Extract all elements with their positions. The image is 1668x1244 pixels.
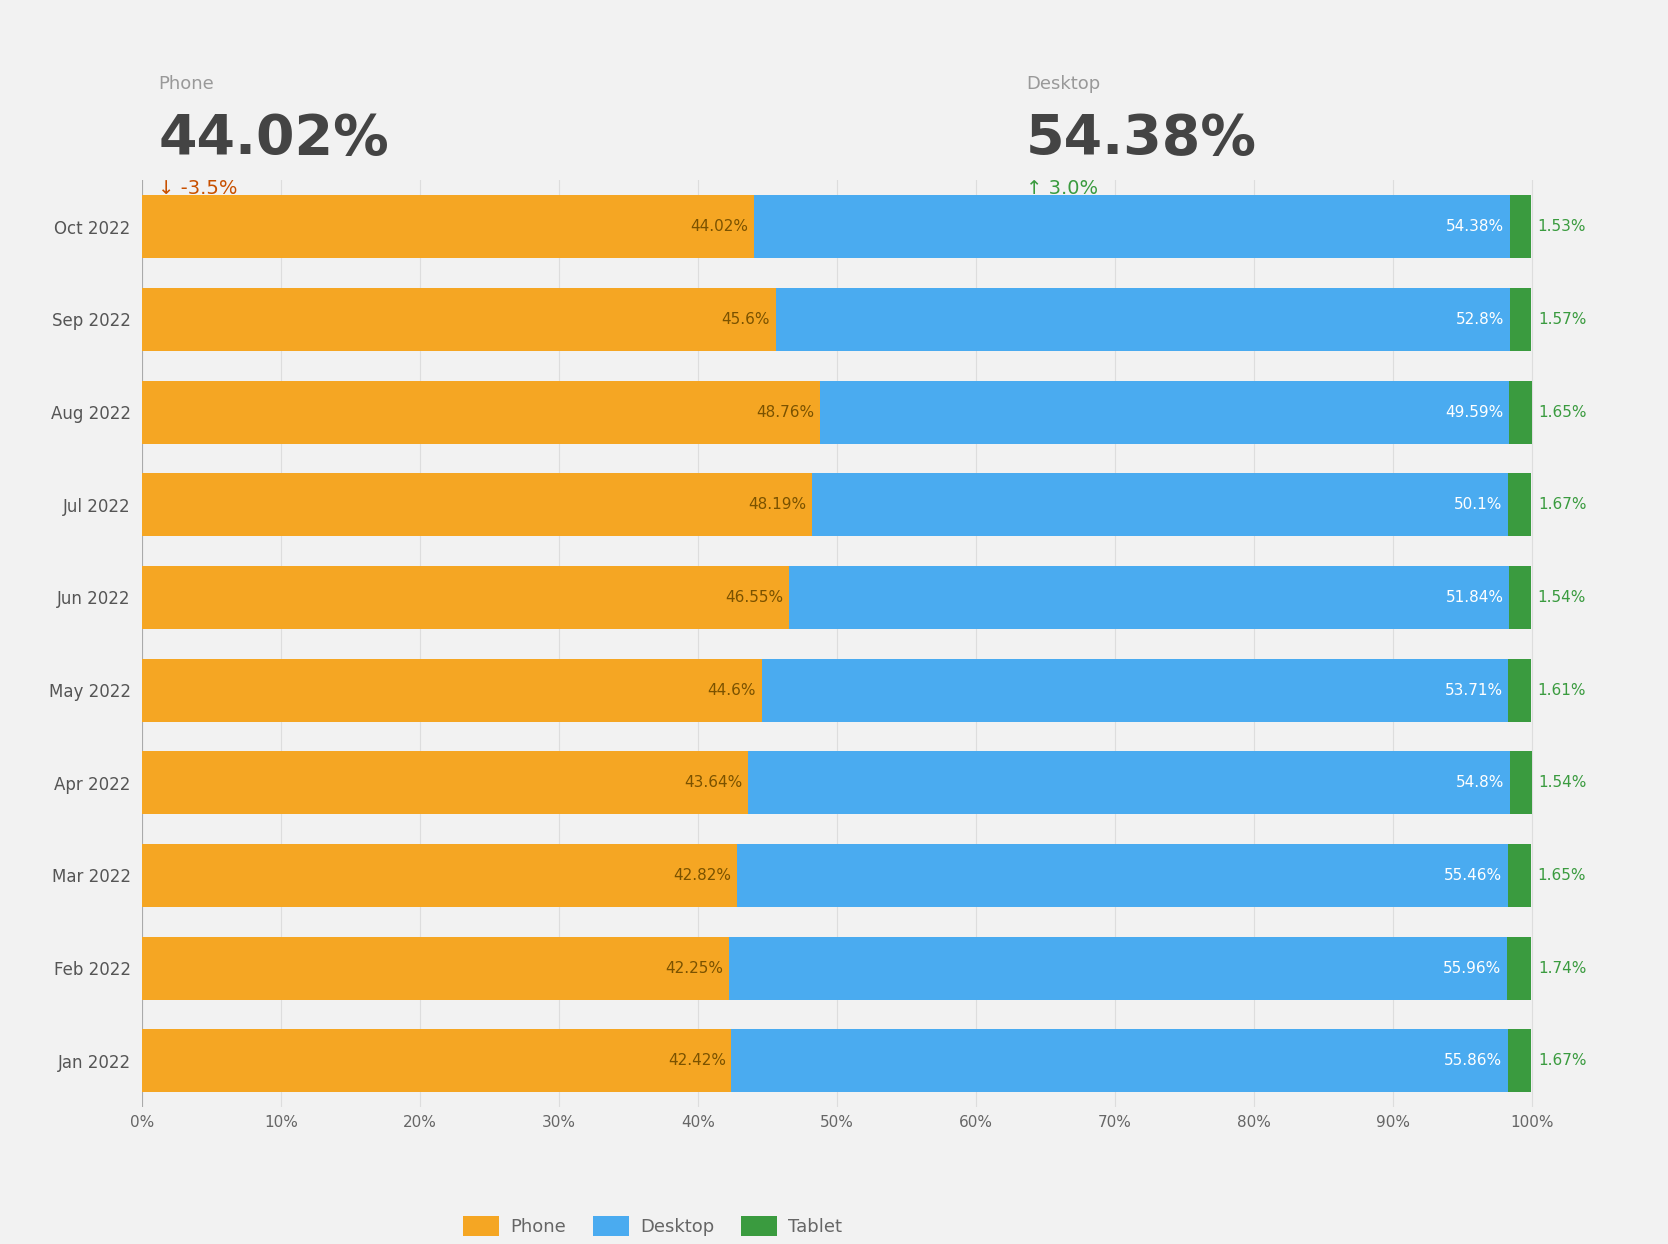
Text: 44.02%: 44.02% — [158, 112, 389, 165]
Bar — [1508, 843, 1531, 907]
Legend: Phone, Desktop, Tablet: Phone, Desktop, Tablet — [455, 1209, 849, 1243]
Bar — [1510, 566, 1531, 629]
Text: 55.46%: 55.46% — [1444, 868, 1503, 883]
Text: 44.6%: 44.6% — [707, 683, 756, 698]
Bar — [142, 287, 776, 351]
Text: 1.53%: 1.53% — [1538, 219, 1586, 234]
Text: 44.02%: 44.02% — [691, 219, 749, 234]
Bar — [812, 473, 1508, 536]
Bar — [819, 381, 1510, 444]
Text: 48.19%: 48.19% — [747, 498, 806, 513]
Text: ↑ 3.0%: ↑ 3.0% — [1026, 179, 1098, 198]
Bar — [749, 751, 1510, 815]
Text: 1.54%: 1.54% — [1538, 775, 1586, 790]
Text: 49.59%: 49.59% — [1444, 404, 1503, 419]
Bar — [762, 658, 1508, 722]
Text: 42.25%: 42.25% — [666, 960, 724, 975]
Bar — [1508, 1029, 1531, 1092]
Text: 1.67%: 1.67% — [1538, 498, 1586, 513]
Bar — [754, 195, 1510, 259]
Bar — [142, 566, 789, 629]
Bar — [737, 843, 1508, 907]
Text: 1.65%: 1.65% — [1540, 404, 1588, 419]
Text: 52.8%: 52.8% — [1456, 312, 1505, 327]
Text: 42.82%: 42.82% — [674, 868, 732, 883]
Text: 1.74%: 1.74% — [1538, 960, 1586, 975]
Bar — [1510, 287, 1531, 351]
Text: 45.6%: 45.6% — [722, 312, 771, 327]
Text: 53.71%: 53.71% — [1444, 683, 1503, 698]
Bar — [1510, 381, 1531, 444]
Bar — [142, 381, 819, 444]
Text: Phone: Phone — [158, 75, 214, 92]
Text: 48.76%: 48.76% — [756, 404, 814, 419]
Bar — [142, 195, 754, 259]
Text: 1.65%: 1.65% — [1538, 868, 1586, 883]
Text: 55.96%: 55.96% — [1443, 960, 1501, 975]
Text: Desktop: Desktop — [1026, 75, 1101, 92]
Text: 50.1%: 50.1% — [1454, 498, 1503, 513]
Text: 55.86%: 55.86% — [1444, 1054, 1503, 1069]
Text: 51.84%: 51.84% — [1446, 590, 1505, 605]
Text: 46.55%: 46.55% — [726, 590, 784, 605]
Bar — [1510, 751, 1531, 815]
Bar — [789, 566, 1510, 629]
Text: 43.64%: 43.64% — [684, 775, 742, 790]
Bar — [776, 287, 1510, 351]
Bar — [142, 473, 812, 536]
Bar — [729, 937, 1506, 1000]
Bar — [1508, 473, 1531, 536]
Bar — [142, 843, 737, 907]
Bar — [1510, 195, 1531, 259]
Bar — [142, 658, 762, 722]
Bar — [732, 1029, 1508, 1092]
Bar — [142, 937, 729, 1000]
Text: 54.38%: 54.38% — [1026, 112, 1256, 165]
Text: 54.8%: 54.8% — [1456, 775, 1505, 790]
Text: 1.67%: 1.67% — [1538, 1054, 1586, 1069]
Text: 1.54%: 1.54% — [1538, 590, 1586, 605]
Text: 1.61%: 1.61% — [1538, 683, 1586, 698]
Text: 42.42%: 42.42% — [667, 1054, 726, 1069]
Text: 54.38%: 54.38% — [1446, 219, 1505, 234]
Bar — [1506, 937, 1531, 1000]
Bar — [142, 751, 749, 815]
Text: ↓ -3.5%: ↓ -3.5% — [158, 179, 239, 198]
Bar — [142, 1029, 732, 1092]
Text: 1.57%: 1.57% — [1538, 312, 1586, 327]
Bar — [1508, 658, 1531, 722]
